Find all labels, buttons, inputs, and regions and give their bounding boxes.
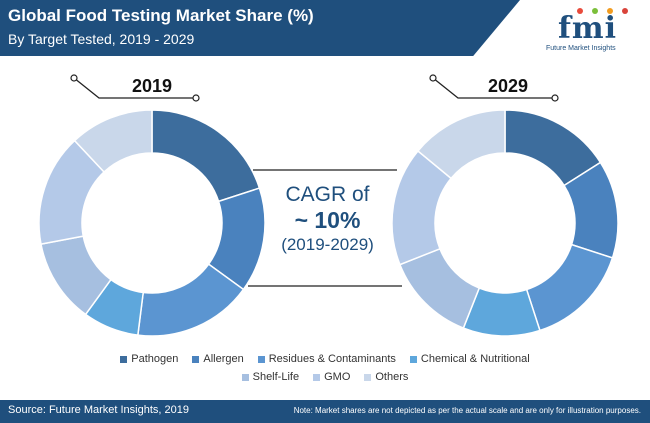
leader-2029-end (551, 94, 559, 102)
legend-row-1: Pathogen Allergen Residues & Contaminant… (0, 350, 650, 368)
legend-item-others: Others (364, 371, 408, 383)
legend-swatch (313, 373, 321, 381)
cagr-callout: CAGR of ~ 10% (2019-2029) (255, 183, 400, 257)
legend-label: Chemical & Nutritional (420, 353, 530, 365)
leader-2019 (73, 77, 196, 99)
logo-dot-green (592, 8, 598, 14)
legend-label: Allergen (203, 353, 244, 365)
legend-item-chemical: Chemical & Nutritional (409, 353, 530, 365)
leader-2019-start (70, 74, 78, 82)
fmi-logo: fmi Future Market Insights (540, 4, 646, 54)
leader-2029-start (429, 74, 437, 82)
legend-label: Shelf-Life (252, 371, 300, 383)
leader-2019-end (192, 94, 200, 102)
logo-mark: fmi (558, 11, 618, 46)
legend: Pathogen Allergen Residues & Contaminant… (0, 350, 650, 386)
slice-2029-residues-contaminants (525, 243, 614, 332)
footer: Source: Future Market Insights, 2019 Not… (0, 400, 650, 423)
legend-swatch (192, 355, 200, 363)
legend-swatch (120, 355, 128, 363)
slice-2019-pathogen (151, 109, 261, 203)
leader-2029 (432, 77, 555, 99)
legend-label: Pathogen (131, 353, 179, 365)
legend-row-2: Shelf-Life GMO Others (0, 368, 650, 386)
cagr-value: ~ 10% (294, 207, 361, 233)
cagr-period: (2019-2029) (281, 235, 374, 254)
source-text: Source: Future Market Insights, 2019 (8, 404, 189, 416)
legend-item-shelf-life: Shelf-Life (241, 371, 300, 383)
logo-dot-red-2 (622, 8, 628, 14)
logo-dot-orange (607, 8, 613, 14)
legend-item-allergen: Allergen (192, 353, 244, 365)
logo-dot-red (577, 8, 583, 14)
donut-2019-title: 2019 (132, 76, 172, 96)
logo-text: Future Market Insights (546, 45, 616, 52)
legend-item-residues: Residues & Contaminants (257, 353, 396, 365)
header: Global Food Testing Market Share (%) By … (0, 0, 650, 56)
chart-title: Global Food Testing Market Share (%) (8, 6, 314, 25)
note-text: Note: Market shares are not depicted as … (293, 406, 641, 415)
legend-item-gmo: GMO (313, 371, 350, 383)
legend-item-pathogen: Pathogen (120, 353, 178, 365)
leader-endpoints (70, 74, 559, 102)
slice-2019-others (73, 109, 153, 174)
header-band: Global Food Testing Market Share (%) By … (0, 0, 520, 56)
donut-2029-title: 2029 (488, 76, 528, 96)
legend-label: Residues & Contaminants (268, 353, 396, 365)
chart-subtitle: By Target Tested, 2019 - 2029 (8, 31, 195, 47)
legend-label: GMO (324, 371, 351, 383)
slice-2029-others (416, 109, 506, 180)
legend-swatch (241, 373, 249, 381)
donut-2019 (38, 109, 266, 337)
cagr-label: CAGR of (285, 183, 370, 206)
legend-swatch (364, 373, 372, 381)
donut-2029 (391, 109, 619, 337)
connector-lines (73, 77, 555, 287)
legend-label: Others (375, 371, 409, 383)
legend-swatch (257, 355, 265, 363)
legend-swatch (409, 355, 417, 363)
